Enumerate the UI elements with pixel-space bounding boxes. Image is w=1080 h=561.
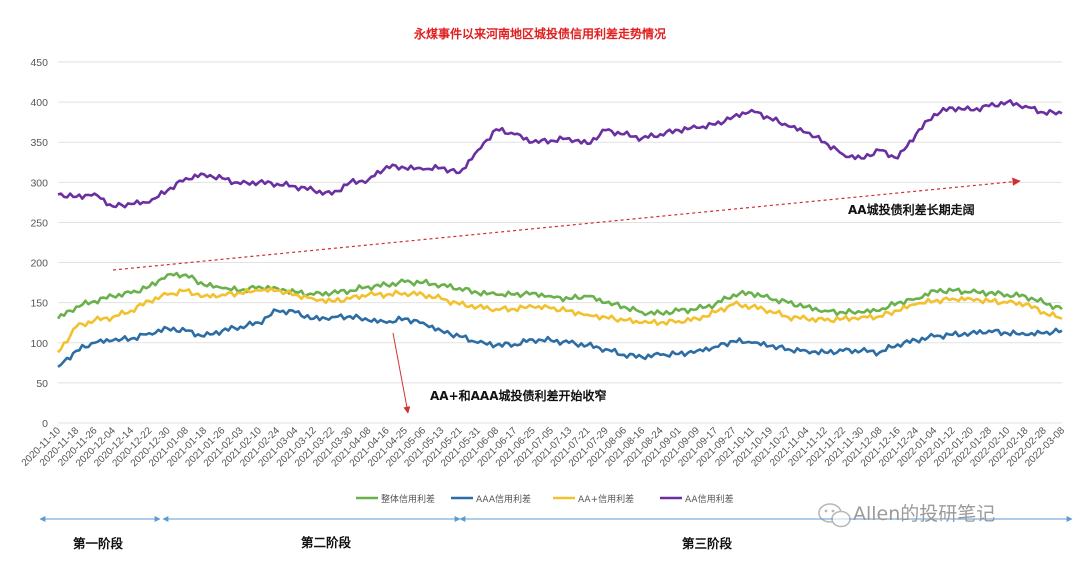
y-tick-label: 300 bbox=[30, 177, 48, 189]
series-line-2 bbox=[57, 286, 1063, 354]
narrowing-arrow bbox=[392, 332, 411, 414]
y-tick-label: 50 bbox=[36, 378, 48, 390]
legend-label: AA+信用利差 bbox=[578, 493, 634, 505]
series-lines bbox=[56, 99, 1063, 368]
stage3-label: 第三阶段 bbox=[682, 536, 733, 551]
y-tick-label: 400 bbox=[30, 97, 48, 109]
series-line-3 bbox=[57, 99, 1063, 209]
chart-title: 永煤事件以来河南地区城投债信用利差走势情况 bbox=[413, 26, 666, 41]
x-axis: 2020-11-102020-11-182020-11-262020-12-04… bbox=[20, 425, 1068, 469]
legend-label: AAA信用利差 bbox=[476, 493, 531, 505]
legend-label: AA信用利差 bbox=[685, 493, 734, 505]
y-tick-label: 250 bbox=[30, 217, 48, 229]
annotation-aa-widening: AA城投债利差长期走阔 bbox=[848, 202, 975, 217]
y-axis: 0 50 100 150 200 250 300 350 400 450 bbox=[30, 57, 48, 430]
annotation-narrowing: AA+和AAA城投债利差开始收窄 bbox=[430, 388, 607, 403]
watermark-text: Allen的投研笔记 bbox=[853, 503, 995, 525]
stage1-label: 第一阶段 bbox=[73, 536, 124, 551]
y-tick-label: 100 bbox=[30, 338, 48, 350]
y-tick-label: 0 bbox=[42, 418, 48, 430]
y-tick-label: 150 bbox=[30, 298, 48, 310]
y-tick-label: 450 bbox=[30, 57, 48, 69]
stage2-label: 第二阶段 bbox=[301, 535, 352, 550]
y-tick-label: 350 bbox=[30, 137, 48, 149]
series-line-0 bbox=[56, 271, 1063, 320]
gridlines bbox=[58, 61, 1062, 424]
legend-label: 整体信用利差 bbox=[381, 493, 435, 505]
wechat-icon bbox=[818, 503, 851, 528]
legend: 整体信用利差 AAA信用利差 AA+信用利差 AA信用利差 bbox=[356, 493, 734, 505]
y-tick-label: 200 bbox=[30, 258, 48, 270]
aa-widening-arrow bbox=[112, 177, 1021, 271]
series-line-1 bbox=[57, 308, 1063, 368]
